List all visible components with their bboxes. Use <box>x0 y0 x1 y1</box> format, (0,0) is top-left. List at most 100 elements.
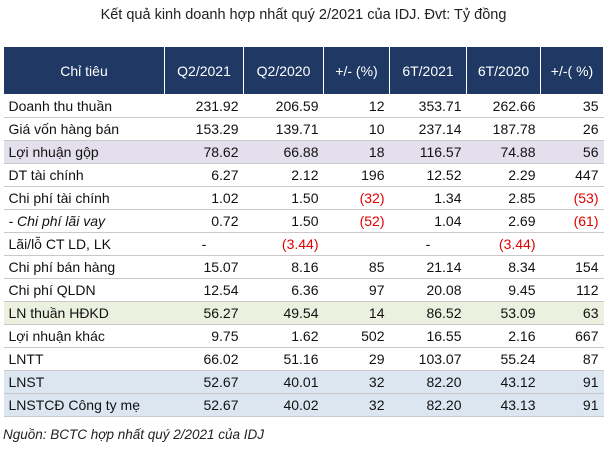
cell-6m-change-pct: 154 <box>540 255 604 279</box>
cell-6m-2021: - <box>389 232 467 256</box>
cell-6m-change-pct: 26 <box>540 117 604 141</box>
cell-q2-2020: 40.02 <box>243 393 324 417</box>
cell-6m-2020: 8.34 <box>466 255 541 279</box>
cell-6m-change-pct: 112 <box>540 278 604 302</box>
cell-q2-2021: 66.02 <box>164 347 244 371</box>
cell-6m-2020: 2.85 <box>466 186 541 210</box>
cell-6m-2020: (3.44) <box>466 232 541 256</box>
table-row: Lợi nhuận khác 9.75 1.62 502 16.55 2.16 … <box>3 324 604 348</box>
cell-6m-2020: 55.24 <box>466 347 541 371</box>
row-label: Chi phí QLDN <box>3 278 165 302</box>
cell-q2-2020: 51.16 <box>243 347 324 371</box>
cell-6m-2020: 2.16 <box>466 324 541 348</box>
cell-6m-2021: 1.34 <box>389 186 467 210</box>
cell-6m-change-pct: 91 <box>540 393 604 417</box>
cell-6m-2020: 9.45 <box>466 278 541 302</box>
row-label: LN thuần HĐKD <box>3 301 165 325</box>
cell-6m-change-pct: 87 <box>540 347 604 371</box>
cell-6m-2021: 103.07 <box>389 347 467 371</box>
column-header-q2-2020: Q2/2020 <box>243 46 324 95</box>
cell-6m-change-pct: 447 <box>540 163 604 187</box>
cell-6m-2020: 187.78 <box>466 117 541 141</box>
column-header-quarter-change-pct: +/- (%) <box>323 46 390 95</box>
cell-q2-2021: 153.29 <box>164 117 244 141</box>
cell-q2-2020: 2.12 <box>243 163 324 187</box>
table-row: Chi phí tài chính 1.02 1.50 (32) 1.34 2.… <box>3 186 604 210</box>
cell-q2-2020: 1.50 <box>243 209 324 233</box>
row-label: LNSTCĐ Công ty mẹ <box>3 393 165 417</box>
row-label: Lợi nhuận khác <box>3 324 165 348</box>
cell-6m-2020: 43.12 <box>466 370 541 394</box>
cell-6m-change-pct: 35 <box>540 94 604 118</box>
table-row: - Chi phí lãi vay 0.72 1.50 (52) 1.04 2.… <box>3 209 604 233</box>
cell-6m-2020: 43.13 <box>466 393 541 417</box>
cell-q2-2021: 0.72 <box>164 209 244 233</box>
cell-quarter-change-pct: (32) <box>323 186 390 210</box>
row-label: Giá vốn hàng bán <box>3 117 165 141</box>
table-row: Lợi nhuận gộp 78.62 66.88 18 116.57 74.8… <box>3 140 604 164</box>
cell-quarter-change-pct: 29 <box>323 347 390 371</box>
table-row: LN thuần HĐKD 56.27 49.54 14 86.52 53.09… <box>3 301 604 325</box>
row-label: Chi phí tài chính <box>3 186 165 210</box>
cell-q2-2020: 8.16 <box>243 255 324 279</box>
cell-6m-2021: 116.57 <box>389 140 467 164</box>
row-label: Chi phí bán hàng <box>3 255 165 279</box>
cell-6m-2020: 74.88 <box>466 140 541 164</box>
cell-6m-2021: 82.20 <box>389 370 467 394</box>
cell-q2-2020: (3.44) <box>243 232 324 256</box>
cell-q2-2020: 139.71 <box>243 117 324 141</box>
table-row: Lãi/lỗ CT LD, LK - (3.44) - (3.44) <box>3 232 604 256</box>
column-header-q2-2021: Q2/2021 <box>164 46 244 95</box>
cell-q2-2021: - <box>164 232 244 256</box>
cell-q2-2021: 231.92 <box>164 94 244 118</box>
cell-6m-change-pct: (61) <box>540 209 604 233</box>
table-row: Chi phí bán hàng 15.07 8.16 85 21.14 8.3… <box>3 255 604 279</box>
table-row: DT tài chính 6.27 2.12 196 12.52 2.29 44… <box>3 163 604 187</box>
cell-6m-change-pct <box>540 232 604 256</box>
table-row: Giá vốn hàng bán 153.29 139.71 10 237.14… <box>3 117 604 141</box>
cell-quarter-change-pct: 502 <box>323 324 390 348</box>
cell-6m-2021: 16.55 <box>389 324 467 348</box>
table-row: LNTT 66.02 51.16 29 103.07 55.24 87 <box>3 347 604 371</box>
row-label: Lợi nhuận gộp <box>3 140 165 164</box>
cell-q2-2020: 6.36 <box>243 278 324 302</box>
cell-quarter-change-pct: 12 <box>323 94 390 118</box>
row-label: LNST <box>3 370 165 394</box>
cell-quarter-change-pct: 18 <box>323 140 390 164</box>
cell-quarter-change-pct: 14 <box>323 301 390 325</box>
cell-q2-2020: 1.50 <box>243 186 324 210</box>
source-note: Nguồn: BCTC hợp nhất quý 2/2021 của IDJ <box>3 427 265 442</box>
cell-quarter-change-pct: 196 <box>323 163 390 187</box>
cell-q2-2020: 1.62 <box>243 324 324 348</box>
cell-quarter-change-pct: 10 <box>323 117 390 141</box>
cell-quarter-change-pct <box>323 232 390 256</box>
cell-6m-2021: 86.52 <box>389 301 467 325</box>
column-header-6m-2020: 6T/2020 <box>466 46 541 95</box>
cell-6m-2020: 2.69 <box>466 209 541 233</box>
cell-q2-2021: 56.27 <box>164 301 244 325</box>
table-row: LNST 52.67 40.01 32 82.20 43.12 91 <box>3 370 604 394</box>
cell-6m-2021: 20.08 <box>389 278 467 302</box>
cell-q2-2020: 66.88 <box>243 140 324 164</box>
cell-q2-2021: 1.02 <box>164 186 244 210</box>
cell-6m-2021: 353.71 <box>389 94 467 118</box>
cell-6m-2021: 82.20 <box>389 393 467 417</box>
cell-6m-2020: 2.29 <box>466 163 541 187</box>
cell-q2-2021: 52.67 <box>164 393 244 417</box>
cell-6m-change-pct: 667 <box>540 324 604 348</box>
row-label: DT tài chính <box>3 163 165 187</box>
cell-6m-2020: 262.66 <box>466 94 541 118</box>
table-row: LNSTCĐ Công ty mẹ 52.67 40.02 32 82.20 4… <box>3 393 604 417</box>
cell-q2-2021: 52.67 <box>164 370 244 394</box>
financial-results-table: Chỉ tiêu Q2/2021 Q2/2020 +/- (%) 6T/2021… <box>3 46 604 417</box>
cell-q2-2020: 40.01 <box>243 370 324 394</box>
cell-q2-2021: 15.07 <box>164 255 244 279</box>
row-label: Lãi/lỗ CT LD, LK <box>3 232 165 256</box>
cell-q2-2020: 206.59 <box>243 94 324 118</box>
table-title: Kết quả kinh doanh hợp nhất quý 2/2021 c… <box>100 7 507 23</box>
cell-q2-2021: 12.54 <box>164 278 244 302</box>
table-header-row: Chỉ tiêu Q2/2021 Q2/2020 +/- (%) 6T/2021… <box>3 46 604 95</box>
cell-6m-2021: 237.14 <box>389 117 467 141</box>
cell-6m-2021: 12.52 <box>389 163 467 187</box>
column-header-indicator: Chỉ tiêu <box>3 46 165 95</box>
